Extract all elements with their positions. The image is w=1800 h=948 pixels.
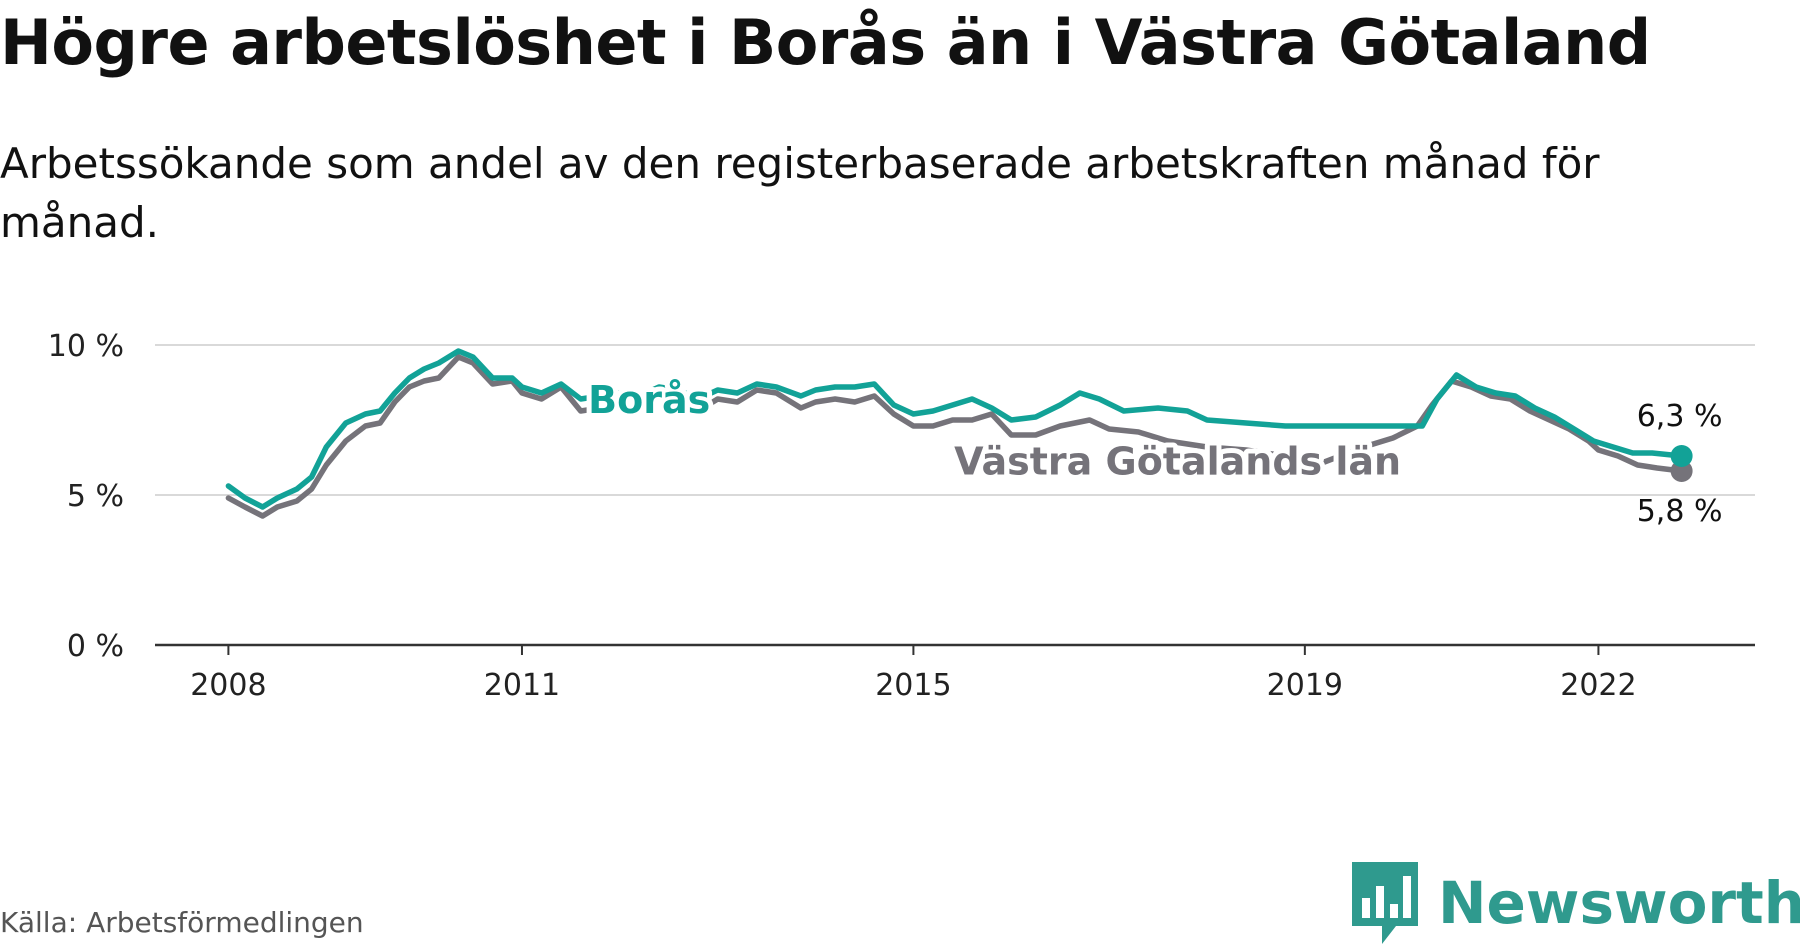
- series-line-0: [225, 354, 1685, 519]
- series-label-vastra: Västra Götalands län: [954, 440, 1401, 484]
- series-line-1: [225, 348, 1685, 510]
- series-label-boras: Borås: [588, 378, 710, 422]
- x-tick-label: 2011: [484, 668, 560, 703]
- y-axis: 0 % 5 % 10 %: [48, 329, 124, 664]
- y-tick-label: 5 %: [67, 479, 124, 514]
- x-tick-label: 2019: [1267, 668, 1343, 703]
- end-markers: 5,8 % 6,3 %: [1637, 399, 1723, 529]
- newsworthy-chat-chart-icon: [1352, 862, 1418, 944]
- line-chart: 0 %5 %10 % 2008 2011 2015 2019 2022 BoråsBor…: [48, 329, 1755, 703]
- x-tick-label: 2022: [1560, 668, 1636, 703]
- x-axis: 2008 2011 2015 2019 2022: [155, 643, 1755, 703]
- newsworthy-logo: Newsworthy: [1348, 858, 1800, 948]
- y-tick-label: 0 %: [67, 629, 124, 664]
- chart-subtitle: Arbetssökande som andel av den registerb…: [0, 139, 1600, 247]
- source-note: Källa: Arbetsförmedlingen: [0, 906, 364, 939]
- chart-title: Högre arbetslöshet i Borås än i Västra G…: [0, 6, 1651, 79]
- x-tick-label: 2008: [190, 668, 266, 703]
- x-tick-label: 2015: [875, 668, 951, 703]
- brand-name: Newsworthy: [1438, 869, 1800, 937]
- end-dot-1: [1670, 445, 1693, 467]
- gridlines: [155, 344, 1755, 496]
- y-tick-label: 10 %: [48, 329, 124, 364]
- series-lines: [225, 348, 1685, 519]
- series-label-vastra-halo: Västra Götalands län: [954, 440, 1401, 484]
- series-label-boras-halo: Borås: [588, 378, 710, 422]
- end-value-label-0: 5,8 %: [1637, 494, 1723, 529]
- end-value-label-1: 6,3 %: [1637, 399, 1723, 434]
